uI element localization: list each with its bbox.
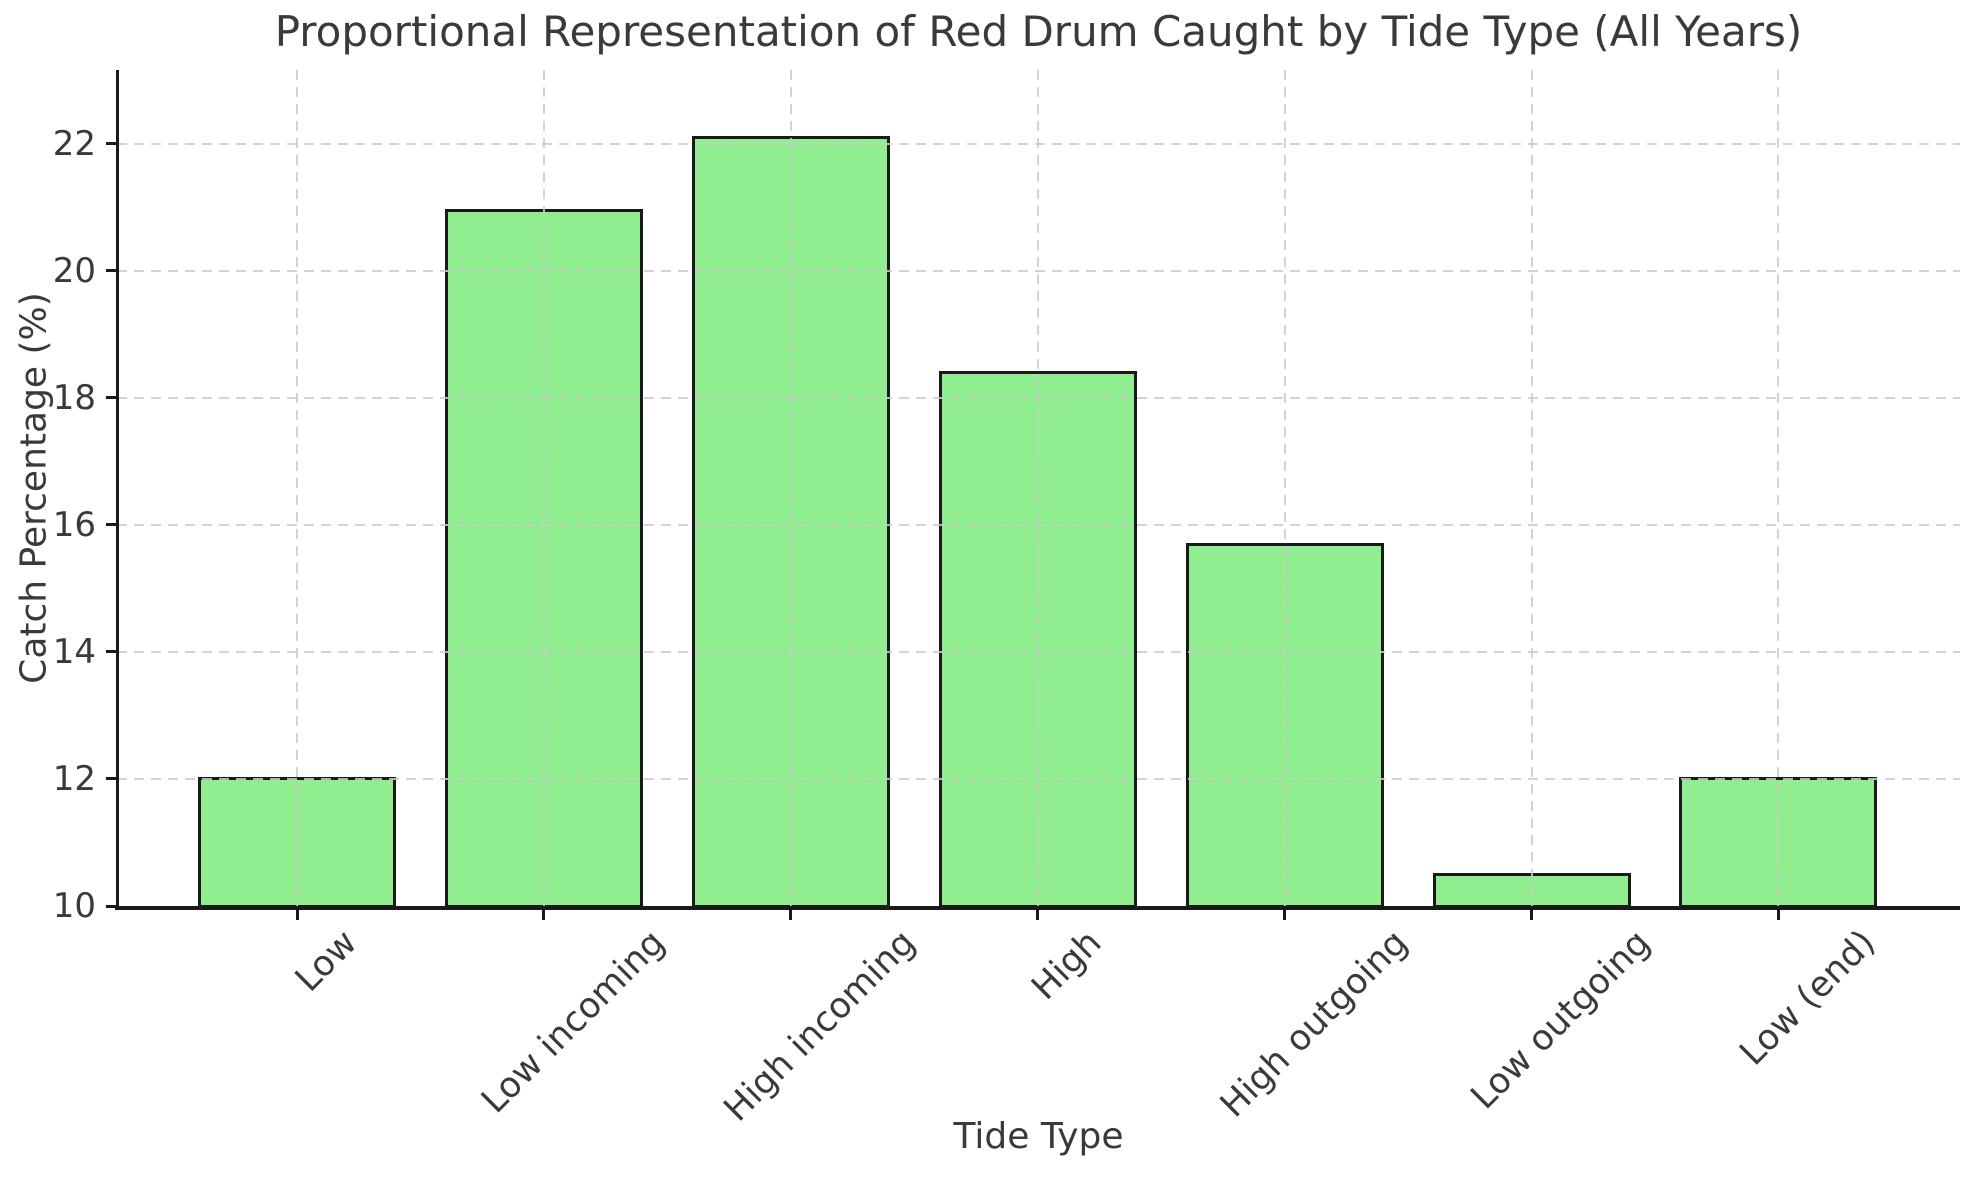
axis-spine-bottom — [115, 906, 1960, 910]
x-tick-mark — [1283, 910, 1287, 920]
y-tick-label: 10 — [52, 886, 96, 926]
grid-line-vertical — [1036, 70, 1039, 906]
y-tick-label: 20 — [52, 250, 96, 291]
y-tick-mark — [106, 904, 116, 908]
x-tick-label: High outgoing — [1213, 922, 1416, 1126]
x-axis-label: Tide Type — [953, 1116, 1124, 1157]
x-tick-label: High — [1024, 922, 1110, 1008]
y-tick-mark — [106, 396, 116, 400]
y-tick-label: 16 — [52, 504, 96, 545]
x-tick-label: High incoming — [717, 922, 924, 1130]
y-tick-label: 22 — [52, 123, 96, 164]
x-tick-mark — [789, 910, 793, 920]
x-tick-mark — [1530, 910, 1533, 920]
y-tick-label: 14 — [52, 631, 96, 672]
grid-line-vertical — [296, 70, 298, 906]
grid-line-vertical — [789, 70, 792, 906]
x-tick-label: Low incoming — [474, 922, 673, 1122]
x-tick-mark — [1776, 910, 1780, 920]
y-tick-mark — [106, 777, 116, 781]
grid-line-vertical — [542, 70, 545, 906]
y-tick-mark — [106, 269, 116, 273]
chart-title: Proportional Representation of Red Drum … — [274, 7, 1803, 56]
axis-spine-left — [116, 70, 119, 910]
x-tick-mark — [542, 910, 546, 920]
y-tick-label: 12 — [52, 758, 96, 799]
x-tick-label: Low outgoing — [1463, 922, 1659, 1118]
y-tick-mark — [106, 142, 116, 146]
x-tick-label: Low (end) — [1732, 922, 1884, 1074]
x-tick-mark — [1036, 910, 1040, 920]
x-tick-mark — [295, 910, 299, 920]
grid-line-vertical — [1530, 70, 1533, 906]
grid-line-vertical — [1283, 70, 1286, 906]
y-tick-mark — [106, 523, 116, 527]
x-tick-label: Low — [288, 922, 366, 1000]
y-tick-label: 18 — [52, 377, 96, 418]
grid-line-vertical — [1777, 70, 1780, 906]
y-tick-mark — [106, 650, 116, 654]
